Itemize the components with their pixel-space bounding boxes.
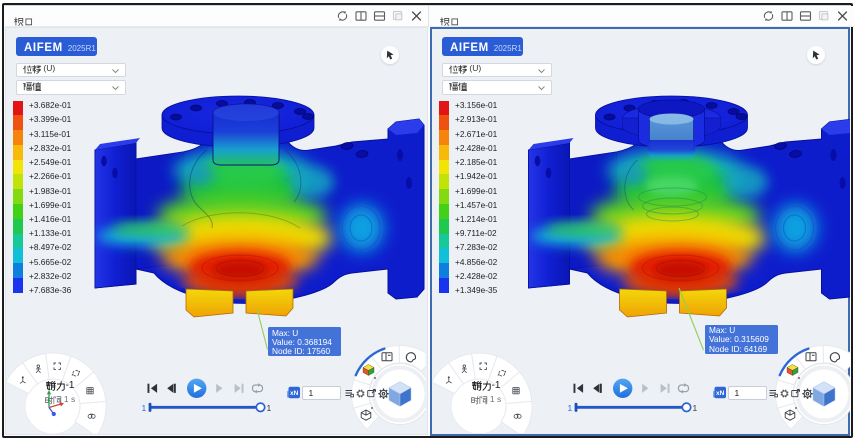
svg-text:xN: xN [290,390,299,397]
svg-text:xN: xN [716,390,725,397]
